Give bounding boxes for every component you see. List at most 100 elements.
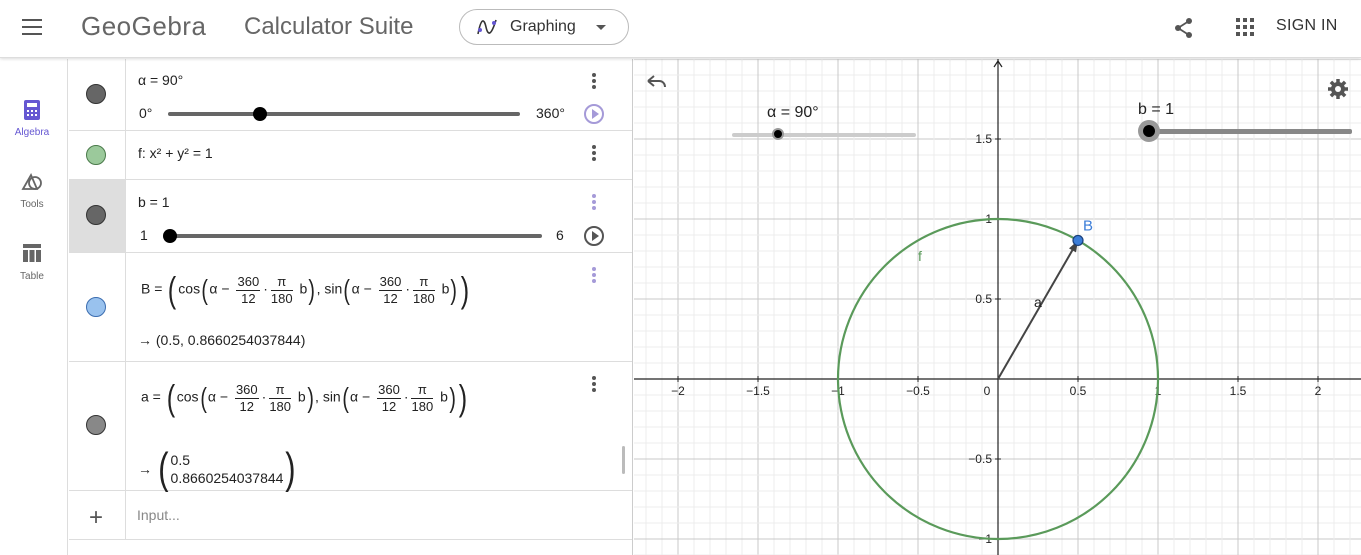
- fraction: 360 12: [378, 273, 403, 307]
- paren-open: (: [158, 444, 169, 493]
- algebra-row-b[interactable]: b = 1 1 6: [69, 180, 632, 253]
- column-vector: 0.5 0.8660254037844: [171, 451, 284, 487]
- algebra-input-row[interactable]: + Input...: [69, 491, 632, 540]
- circle-f-label: f: [918, 248, 922, 264]
- graphics-slider-b-label: b = 1: [1138, 101, 1175, 118]
- sym-b: b: [297, 388, 306, 405]
- result-a: → (0.5 0.8660254037844): [138, 444, 298, 494]
- vector-a-label: a: [1034, 294, 1042, 310]
- sign-in-button[interactable]: SIGN IN: [1276, 17, 1338, 34]
- visibility-marble[interactable]: [86, 145, 106, 165]
- frac-den: 12: [241, 290, 256, 306]
- more-options-icon[interactable]: [589, 376, 599, 396]
- func-cos: cos: [176, 388, 199, 405]
- x-tick-label: −1.5: [746, 384, 770, 398]
- paren-close: ): [307, 382, 314, 413]
- paren-open: (: [199, 382, 207, 413]
- sym-b: b: [299, 280, 308, 297]
- graphing-icon: [477, 19, 497, 35]
- vector-y: 0.8660254037844: [170, 470, 284, 486]
- graphics-slider-b-knob[interactable]: [1138, 120, 1160, 142]
- more-options-icon[interactable]: [589, 194, 599, 214]
- vector-a: [997, 246, 1075, 380]
- visibility-marble[interactable]: [86, 205, 106, 225]
- visibility-marble[interactable]: [86, 297, 106, 317]
- nav-algebra[interactable]: Algebra: [0, 93, 68, 153]
- hamburger-menu-icon[interactable]: [22, 19, 42, 35]
- sym-alpha: α: [209, 280, 218, 297]
- expression-B[interactable]: B = (cos(α − 360 12 · π 180 b), sin(α − 360 1…: [141, 269, 471, 311]
- algebra-row-alpha[interactable]: α = 90° 0° 360°: [69, 59, 632, 131]
- visibility-marble[interactable]: [86, 84, 106, 104]
- paren-open: (: [201, 274, 209, 305]
- frac-den: 12: [239, 398, 255, 414]
- y-tick-label: 1.5: [975, 132, 992, 146]
- expression-f[interactable]: f: x² + y² = 1: [138, 145, 213, 161]
- slider-track[interactable]: [168, 234, 542, 238]
- more-options-icon[interactable]: [589, 267, 599, 287]
- nav-table[interactable]: Table: [0, 237, 68, 297]
- paren-open: (: [343, 274, 351, 305]
- circle-f: [836, 217, 1160, 541]
- gear-icon[interactable]: [1326, 77, 1350, 101]
- slider-min: 0°: [139, 105, 153, 121]
- graphics-slider-alpha-knob[interactable]: [772, 128, 784, 140]
- graphics-slider-alpha-label: α = 90°: [767, 104, 819, 121]
- sym-alpha: α: [350, 388, 359, 405]
- suite-title: Calculator Suite: [244, 13, 414, 40]
- fraction: 360 12: [236, 274, 261, 307]
- y-axis-arrow: [993, 59, 1003, 68]
- geogebra-logo[interactable]: GeoGebra: [81, 11, 207, 41]
- vector-x: 0.5: [170, 452, 191, 468]
- expression-alpha[interactable]: α = 90°: [138, 72, 184, 88]
- play-icon[interactable]: [584, 104, 604, 124]
- apps-grid-icon[interactable]: [1236, 18, 1254, 36]
- slider-min: 1: [140, 227, 148, 243]
- chevron-down-icon: [596, 25, 606, 30]
- frac-den: 180: [413, 290, 435, 306]
- paren-close: ): [450, 274, 458, 305]
- app-selector-dropdown[interactable]: Graphing: [459, 9, 629, 45]
- frac-num: π: [270, 274, 293, 291]
- slider-knob[interactable]: [163, 229, 177, 243]
- marble-column: [69, 253, 126, 361]
- paren-close: ): [308, 274, 316, 305]
- sym-b: b: [441, 280, 450, 297]
- frac-num: 360: [378, 273, 403, 291]
- fraction: π 180: [411, 382, 434, 415]
- graphics-slider-b-track[interactable]: [1146, 129, 1352, 134]
- sym-b: b: [440, 388, 448, 405]
- slider-track[interactable]: [168, 112, 520, 116]
- y-tick-label: 0.5: [975, 292, 992, 306]
- more-options-icon[interactable]: [589, 145, 599, 165]
- add-icon[interactable]: +: [89, 504, 104, 531]
- expression-a[interactable]: a = (cos(α − 360 12 · π 180 b), sin(α − 360 1…: [141, 377, 469, 419]
- graphics-slider-alpha-track[interactable]: [732, 133, 916, 137]
- graphics-view[interactable]: −2 −1.5 −1 −0.5 0 0.5 1 1.5 2 1.5 1 0.5 −0.5 −1 f a B α …: [634, 59, 1361, 555]
- marble-column: [69, 362, 126, 490]
- fraction: π 180: [269, 382, 292, 415]
- scrollbar[interactable]: [622, 446, 625, 474]
- algebra-row-f[interactable]: f: x² + y² = 1: [69, 131, 632, 180]
- algebra-row-a[interactable]: a = (cos(α − 360 12 · π 180 b), sin(α − 360 1…: [69, 362, 632, 494]
- visibility-marble[interactable]: [86, 415, 106, 435]
- frac-num: π: [413, 274, 435, 291]
- x-tick-label: −2: [671, 384, 685, 398]
- slider-max: 360°: [536, 105, 565, 121]
- more-options-icon[interactable]: [589, 73, 599, 93]
- slider-knob[interactable]: [253, 107, 267, 121]
- marble-column: [69, 180, 126, 252]
- undo-icon[interactable]: [644, 73, 668, 93]
- nav-tools[interactable]: Tools: [0, 165, 68, 225]
- algebra-input[interactable]: Input...: [137, 507, 180, 523]
- play-icon[interactable]: [584, 226, 604, 246]
- sym-comma: ,: [315, 388, 319, 405]
- algebra-row-B[interactable]: B = (cos(α − 360 12 · π 180 b), sin(α − 360 1…: [69, 253, 632, 362]
- paren-close: ): [285, 444, 296, 493]
- x-tick-label: 0: [984, 384, 991, 398]
- frac-num: π: [269, 382, 292, 399]
- expression-b[interactable]: b = 1: [138, 194, 170, 210]
- share-icon[interactable]: [1172, 16, 1196, 40]
- sym-alpha: α: [351, 280, 360, 297]
